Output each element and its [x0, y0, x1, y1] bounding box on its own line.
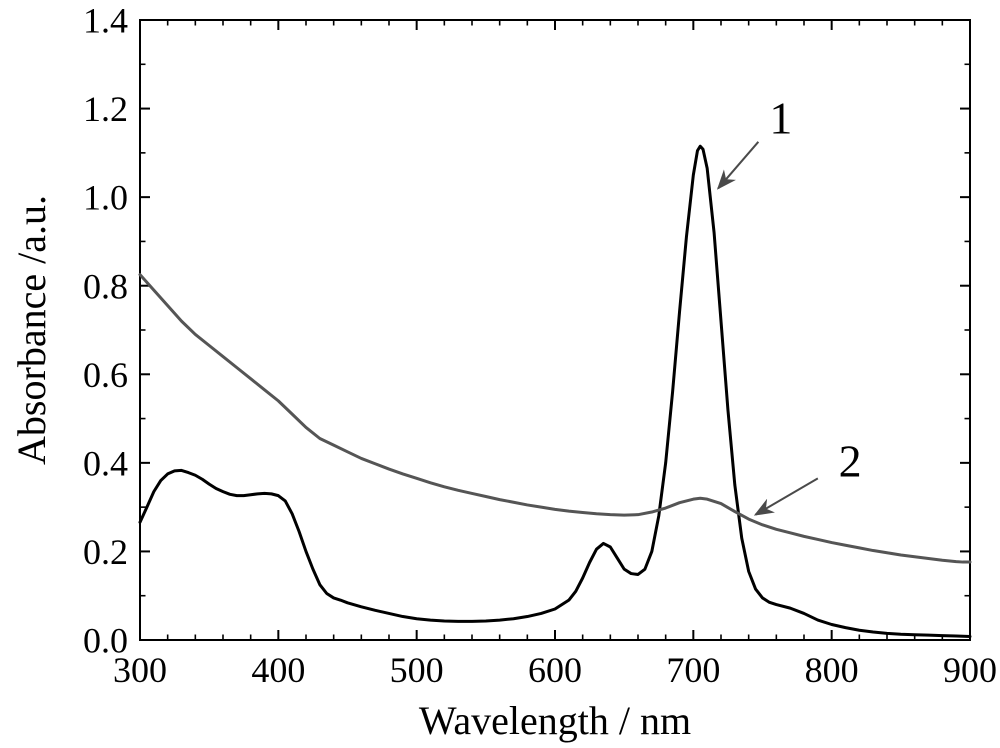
- x-tick-label: 400: [251, 650, 305, 690]
- absorbance-chart: 3004005006007008009000.00.20.40.60.81.01…: [0, 0, 1000, 748]
- x-tick-label: 600: [528, 650, 582, 690]
- x-tick-label: 900: [943, 650, 997, 690]
- x-axis-label: Wavelength / nm: [419, 698, 691, 743]
- y-tick-label: 0.2: [83, 532, 128, 572]
- y-axis-label: Absorbance /a.u.: [9, 195, 54, 465]
- y-tick-label: 1.4: [83, 1, 128, 41]
- callout-1-label: 1: [769, 93, 792, 144]
- y-tick-label: 1.2: [83, 89, 128, 129]
- x-tick-label: 500: [390, 650, 444, 690]
- y-tick-label: 0.4: [83, 443, 128, 483]
- y-tick-label: 1.0: [83, 178, 128, 218]
- callout-2-label: 2: [839, 436, 862, 487]
- y-tick-label: 0.6: [83, 355, 128, 395]
- y-tick-label: 0.8: [83, 266, 128, 306]
- x-tick-label: 700: [666, 650, 720, 690]
- chart-container: 3004005006007008009000.00.20.40.60.81.01…: [0, 0, 1000, 748]
- x-tick-label: 800: [805, 650, 859, 690]
- y-tick-label: 0.0: [83, 621, 128, 661]
